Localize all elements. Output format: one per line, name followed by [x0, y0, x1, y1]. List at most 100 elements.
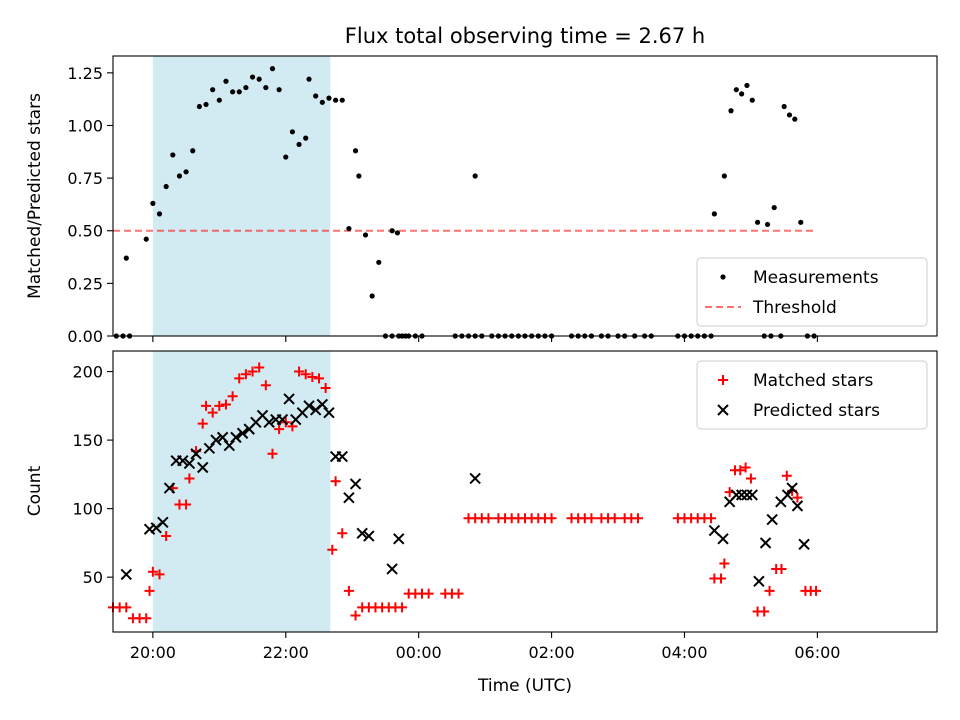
data-point: [183, 457, 196, 470]
series-matched-stars: [108, 362, 822, 624]
x-tick-label: 04:00: [661, 643, 707, 662]
data-point: [717, 533, 729, 545]
legend-marker-measurements: [720, 274, 726, 280]
data-point: [393, 533, 405, 545]
data-point: [181, 499, 192, 510]
data-point: [735, 465, 746, 476]
data-point: [236, 427, 249, 439]
data-point: [740, 462, 751, 473]
data-point: [216, 97, 222, 103]
legend-label: Measurements: [753, 268, 879, 288]
data-point: [586, 513, 597, 524]
data-point: [711, 211, 717, 217]
data-point: [276, 413, 289, 426]
data-point: [156, 211, 163, 217]
data-point: [352, 148, 359, 154]
y-tick-label: 100: [72, 500, 103, 519]
data-point: [183, 169, 189, 175]
data-point: [214, 400, 225, 411]
data-point: [263, 416, 275, 428]
data-point: [267, 448, 278, 459]
data-point: [764, 221, 771, 228]
data-point: [781, 470, 792, 481]
data-point: [472, 173, 478, 179]
y-tick-label: 150: [72, 431, 103, 450]
legend-box: [696, 257, 928, 327]
top-x-ticks: [152, 336, 818, 342]
bottom-y-ticks: 50 100 150 200: [72, 363, 113, 587]
data-point: [469, 472, 481, 485]
data-point: [313, 93, 319, 99]
data-point: [346, 226, 352, 232]
data-point: [216, 431, 229, 444]
data-point: [223, 78, 229, 84]
data-point: [708, 524, 721, 537]
data-point: [197, 461, 209, 474]
data-point: [339, 97, 345, 103]
data-point: [256, 76, 262, 82]
data-point: [320, 383, 331, 394]
data-point: [303, 135, 309, 141]
data-point: [733, 87, 739, 93]
data-point: [234, 373, 245, 384]
data-point: [203, 101, 209, 108]
data-point: [236, 89, 242, 95]
legend-label: Predicted stars: [753, 401, 880, 421]
data-point: [326, 95, 332, 101]
data-point: [362, 232, 369, 238]
data-point: [327, 544, 338, 555]
data-point: [745, 473, 756, 484]
data-point: [386, 563, 398, 575]
data-point: [716, 573, 727, 584]
data-point: [210, 87, 216, 93]
data-point: [283, 154, 289, 160]
data-point: [150, 200, 156, 206]
shaded-observing-window: [152, 56, 331, 336]
data-point: [243, 84, 249, 91]
bottom-markers: [108, 362, 822, 624]
y-tick-label: 200: [72, 363, 103, 382]
data-point: [249, 74, 256, 80]
data-point: [307, 372, 318, 383]
data-point: [741, 489, 753, 501]
data-point: [706, 513, 717, 524]
data-point: [369, 293, 375, 299]
data-point: [453, 588, 464, 599]
bottom-shaded-span: [152, 351, 331, 632]
top-panel: 0.00 0.25 0.50 0.75 1.00 1.25 Matched/Predict…: [25, 55, 938, 346]
data-point: [356, 173, 362, 179]
data-point: [190, 148, 196, 154]
bottom-x-ticks: 20:00 22:00 00:00 02:00 04:00 06:00: [130, 632, 840, 662]
y-tick-label: 0.25: [67, 274, 103, 293]
data-point: [376, 259, 382, 265]
data-point: [123, 255, 129, 261]
data-point: [791, 500, 804, 512]
data-point: [759, 606, 770, 617]
top-plot-frame: [112, 55, 938, 337]
data-point: [728, 108, 734, 114]
data-point: [730, 489, 743, 501]
data-point: [294, 366, 305, 377]
data-point: [289, 129, 296, 135]
data-point: [230, 431, 242, 444]
data-point: [269, 66, 276, 72]
data-point: [337, 528, 348, 539]
data-point: [349, 478, 362, 490]
data-point: [749, 97, 755, 103]
data-point: [792, 492, 803, 503]
data-point: [147, 566, 158, 577]
data-point: [120, 568, 132, 581]
data-point: [121, 602, 132, 613]
data-point: [356, 527, 368, 540]
data-point: [389, 228, 395, 234]
data-point: [303, 400, 315, 412]
bottom-y-axis-label: Count: [25, 465, 45, 516]
data-point: [316, 398, 329, 411]
data-point: [739, 91, 745, 97]
data-point: [144, 585, 155, 596]
shaded-observing-window: [152, 351, 331, 632]
data-point: [260, 380, 271, 391]
data-point: [786, 482, 798, 494]
data-point: [798, 538, 810, 550]
data-point: [764, 585, 775, 596]
